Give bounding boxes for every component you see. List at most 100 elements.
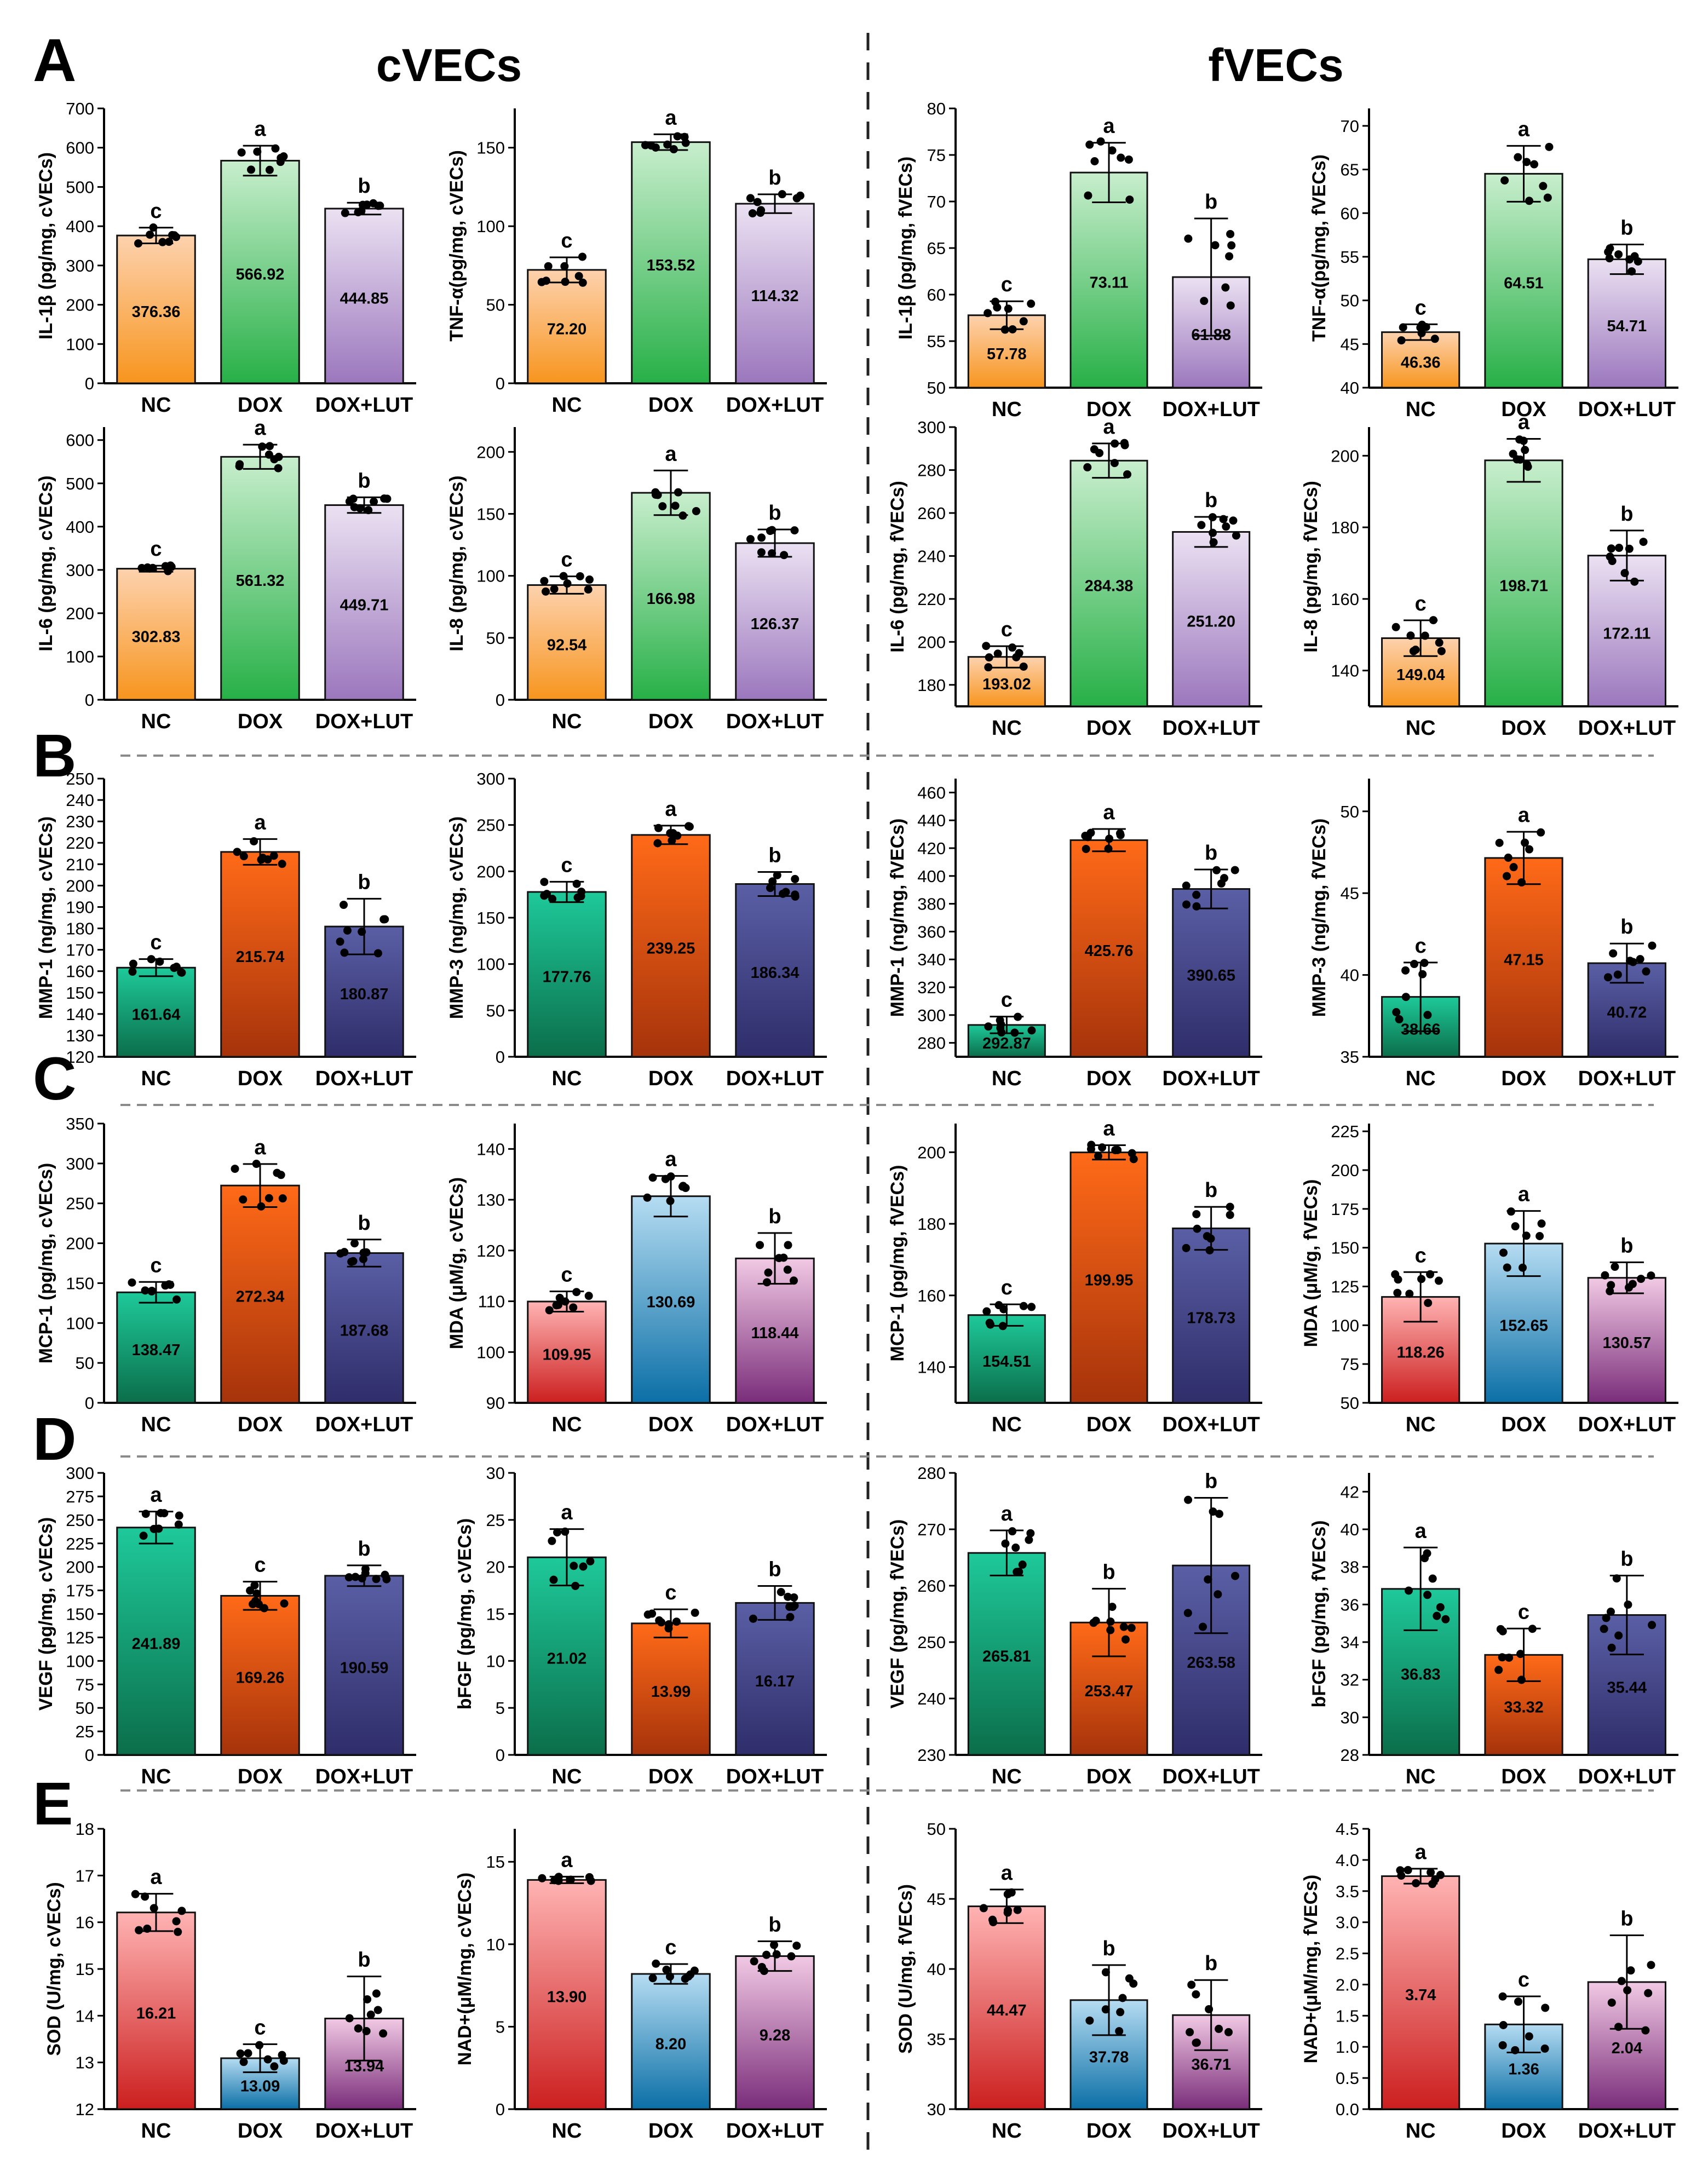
data-point xyxy=(561,1527,570,1536)
bar-value-label: 302.83 xyxy=(132,628,181,646)
significance-letter: b xyxy=(1620,915,1633,938)
bar-dox xyxy=(631,1622,711,1756)
data-point xyxy=(749,1614,757,1623)
bar-value-label: 36.71 xyxy=(1191,2056,1231,2074)
bar-value-label: 180.87 xyxy=(340,986,389,1003)
y-tick-label: 40 xyxy=(1341,966,1359,985)
significance-letter: b xyxy=(1205,1470,1217,1493)
data-point xyxy=(1509,863,1518,872)
bar-dox xyxy=(631,834,711,1058)
significance-letter: a xyxy=(1103,1118,1115,1141)
data-point xyxy=(1420,959,1429,968)
x-tick-label: DOX xyxy=(1086,1067,1132,1090)
significance-letter: b xyxy=(358,469,370,492)
data-point xyxy=(1401,966,1410,975)
significance-letter: a xyxy=(1415,1841,1427,1864)
data-point xyxy=(772,1950,781,1959)
chart-b2: 0 50 100 150 200 250 300 MMP-3 (ng/mg, cVECs) 17… xyxy=(446,769,827,1090)
x-tick-label: NC xyxy=(992,1765,1022,1788)
data-point xyxy=(1525,2032,1533,2041)
data-point xyxy=(1641,2026,1650,2035)
y-tick-label: 75 xyxy=(927,146,946,165)
data-point xyxy=(548,895,557,903)
data-point xyxy=(796,191,804,200)
y-axis-label: MDA (μM/g, cVECs) xyxy=(446,1177,467,1349)
data-point xyxy=(563,579,572,588)
bar-dox xyxy=(1069,1151,1148,1404)
y-tick-label: 300 xyxy=(66,561,94,580)
chart-a4: 40 45 50 55 60 65 70 TNF-α(pg/mg, fVECs) 46.36 c N… xyxy=(1309,108,1678,421)
y-tick-label: 200 xyxy=(66,604,94,623)
data-point xyxy=(1606,1608,1615,1616)
data-point xyxy=(1634,257,1642,266)
data-point xyxy=(1602,1614,1611,1622)
data-point xyxy=(1611,1263,1619,1271)
x-tick-label: NC xyxy=(1406,398,1436,421)
data-point xyxy=(1411,646,1420,654)
y-tick-label: 45 xyxy=(1341,884,1359,903)
bar-nc xyxy=(1381,331,1460,389)
data-point xyxy=(540,878,549,886)
data-point xyxy=(1525,845,1534,854)
data-point xyxy=(270,2062,279,2071)
y-axis-label: IL-6 (pg/mg, fVECs) xyxy=(887,481,908,653)
y-tick-label: 16 xyxy=(76,1913,94,1932)
y-tick-label: 180 xyxy=(66,919,94,938)
bar-dox-lut xyxy=(324,504,404,701)
bar-value-label: 284.38 xyxy=(1085,578,1134,595)
data-point xyxy=(1212,866,1221,874)
bar-value-label: 47.15 xyxy=(1504,951,1544,969)
y-tick-label: 440 xyxy=(917,811,946,830)
data-point xyxy=(1431,1875,1440,1884)
data-point xyxy=(1186,2028,1194,2036)
x-tick-label: DOX xyxy=(238,1765,283,1788)
data-point xyxy=(1125,1974,1134,1983)
y-tick-label: 2.0 xyxy=(1336,1975,1359,1994)
data-point xyxy=(146,231,154,239)
y-tick-label: 10 xyxy=(486,1651,505,1671)
data-point xyxy=(1612,1574,1621,1583)
y-tick-label: 0 xyxy=(85,1746,94,1765)
data-point xyxy=(1116,2008,1125,2017)
bar-dox xyxy=(631,1195,711,1404)
data-point xyxy=(1018,1561,1027,1569)
data-point xyxy=(1636,955,1644,964)
significance-letter: a xyxy=(1518,118,1530,141)
section-label-a: A xyxy=(33,27,76,94)
data-point xyxy=(1104,844,1113,853)
y-tick-label: 300 xyxy=(917,418,946,437)
significance-letter: a xyxy=(1001,1502,1013,1525)
data-point xyxy=(1603,973,1612,982)
bar-dox-lut xyxy=(324,1252,404,1404)
chart-a3: 50 55 60 65 70 75 80 IL-1β (pg/mg, fVECs) 57.78 c… xyxy=(895,99,1262,421)
data-point xyxy=(985,653,993,662)
y-tick-label: 35 xyxy=(1341,1047,1359,1067)
y-axis-label: IL-8 (pg/mg, fVECs) xyxy=(1301,481,1321,653)
data-point xyxy=(643,1610,652,1619)
bar-value-label: 8.20 xyxy=(655,2036,686,2053)
y-tick-label: 200 xyxy=(1331,1161,1359,1180)
bar-value-label: 13.94 xyxy=(344,2058,384,2075)
data-point xyxy=(1397,336,1406,345)
data-point xyxy=(270,455,279,464)
data-point xyxy=(128,968,137,976)
bar-value-label: 154.51 xyxy=(982,1353,1031,1371)
data-point xyxy=(1224,2028,1233,2036)
bar-value-label: 449.71 xyxy=(340,596,389,614)
x-tick-label: DOX xyxy=(648,1765,694,1788)
y-tick-label: 400 xyxy=(66,217,94,236)
y-tick-label: 210 xyxy=(66,855,94,874)
x-tick-label: DOX+LUT xyxy=(1162,1765,1260,1788)
bar-dox xyxy=(1484,857,1563,1058)
data-point xyxy=(1106,1626,1115,1634)
data-point xyxy=(1628,267,1636,276)
data-point xyxy=(345,2014,354,2023)
bar-dox xyxy=(1484,172,1563,389)
y-tick-label: 100 xyxy=(476,1343,505,1362)
y-tick-label: 15 xyxy=(76,1960,94,1979)
y-tick-label: 225 xyxy=(66,1534,94,1553)
chart-e1: 12 13 14 15 16 17 18 SOD (U/mg, cVECs) 16.21 a NC 1… xyxy=(44,1819,416,2143)
data-point xyxy=(177,968,186,977)
y-tick-label: 280 xyxy=(917,460,946,480)
data-point xyxy=(1600,1625,1608,1633)
